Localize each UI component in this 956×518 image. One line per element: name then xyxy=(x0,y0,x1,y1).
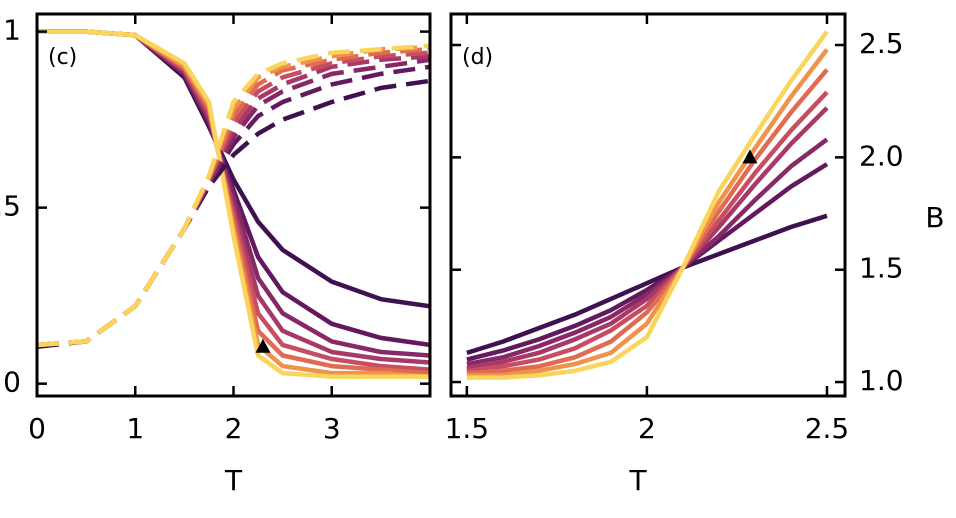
x-tick-label: 2 xyxy=(225,412,243,445)
y-tick-label: 0 xyxy=(3,366,21,399)
x-axis-label: T xyxy=(628,464,647,497)
plot-area xyxy=(37,29,430,379)
series-line xyxy=(466,213,828,356)
marker xyxy=(742,149,758,164)
series-line xyxy=(466,106,829,371)
marker xyxy=(255,338,271,353)
x-tick-label: 3 xyxy=(323,412,341,445)
panel-label: (d) xyxy=(462,45,493,70)
series-line xyxy=(37,29,430,358)
panel-label: (c) xyxy=(48,45,77,70)
series-line xyxy=(466,162,829,362)
y-tick-label: 1 xyxy=(3,14,21,47)
series-line xyxy=(37,29,430,379)
series-line xyxy=(466,68,829,376)
series-line xyxy=(37,78,430,349)
series-line xyxy=(37,57,430,348)
x-tick-label: 2 xyxy=(638,412,656,445)
series-line xyxy=(466,48,829,378)
series-line xyxy=(37,43,430,348)
x-axis-label: T xyxy=(224,464,243,497)
series-line xyxy=(37,50,430,348)
y-tick-label: 2.5 xyxy=(859,27,904,60)
x-tick-label: 2.5 xyxy=(805,412,850,445)
y-axis-label: B xyxy=(925,201,944,234)
series-line xyxy=(466,137,829,367)
series-line xyxy=(37,64,430,348)
series-line xyxy=(37,29,430,309)
series-line xyxy=(37,54,430,348)
series-line xyxy=(466,90,829,374)
y-tick-label: 0.5 xyxy=(0,190,21,223)
series-line xyxy=(466,30,829,380)
y-tick-label: 2.0 xyxy=(859,139,904,172)
y-tick-label: 1.0 xyxy=(859,364,904,397)
series-line xyxy=(37,46,430,348)
plot-area xyxy=(466,30,829,380)
x-tick-label: 1.5 xyxy=(445,412,490,445)
x-tick-label: 0 xyxy=(28,412,46,445)
y-tick-label: 1.5 xyxy=(859,252,904,285)
x-tick-label: 1 xyxy=(126,412,144,445)
